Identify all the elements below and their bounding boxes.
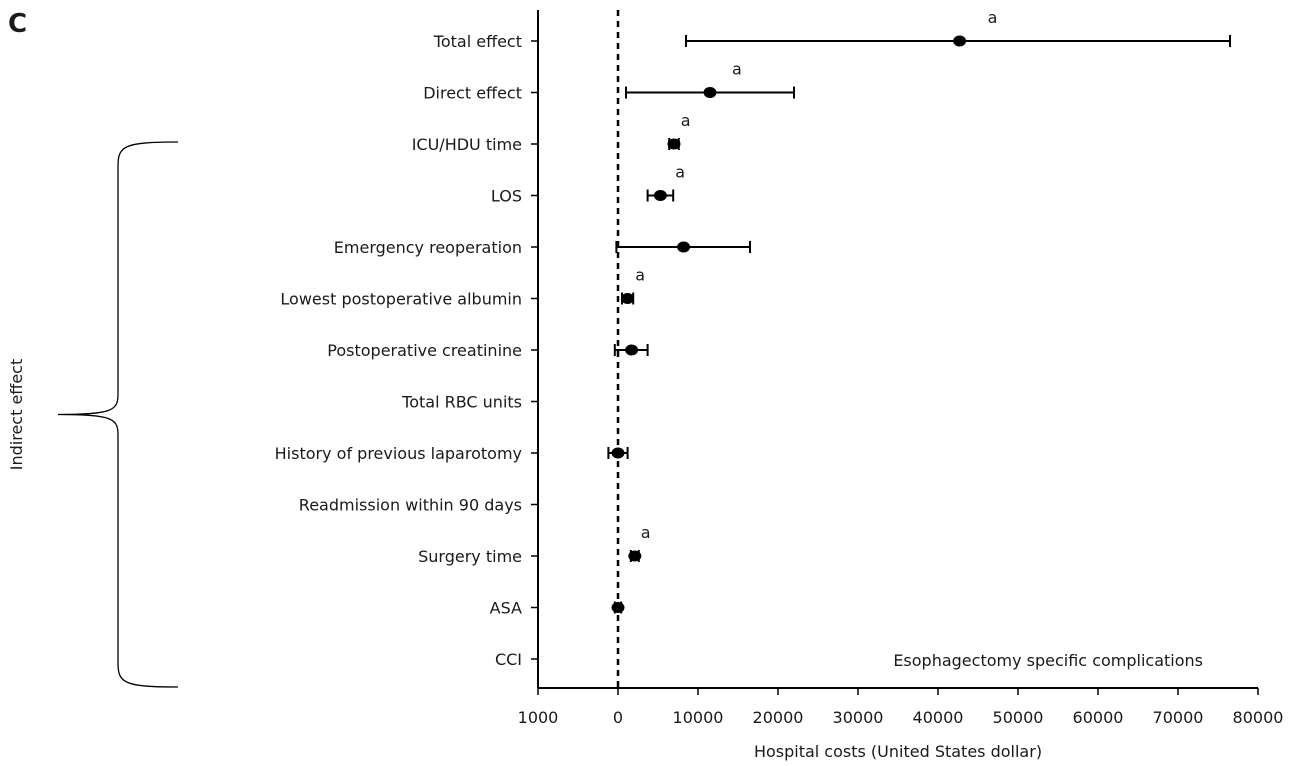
x-tick-label: 30000 (833, 708, 884, 727)
category-label: Surgery time (418, 547, 522, 566)
significance-mark: a (635, 266, 645, 285)
point-estimate (628, 550, 642, 562)
x-tick-label: 1000 (518, 708, 559, 727)
category-label: CCI (495, 650, 522, 669)
category-label: LOS (491, 187, 522, 206)
x-axis-tick-labels: 1000 0 10000 20000 30000 40000 50000 60000 70000… (518, 708, 1284, 727)
significance-mark: a (675, 163, 685, 182)
point-estimate (625, 344, 639, 356)
category-label: Total RBC units (401, 393, 522, 412)
y-axis-ticks (531, 40, 538, 660)
chart-annotation: Esophagectomy specific complications (893, 651, 1203, 670)
point-estimate (667, 138, 681, 150)
point-estimate (653, 190, 667, 201)
category-label: Total effect (433, 32, 522, 51)
category-label: Direct effect (423, 84, 522, 103)
point-estimate (953, 35, 967, 47)
significance-mark: a (641, 523, 651, 542)
category-label: Postoperative creatinine (327, 341, 522, 360)
x-axis-ticks (537, 688, 1259, 695)
x-tick-label: 20000 (753, 708, 804, 727)
effect-estimates (607, 35, 1231, 614)
point-estimate (621, 293, 635, 304)
point-estimate (703, 87, 717, 98)
category-label: Emergency reoperation (334, 238, 522, 257)
category-label: ICU/HDU time (412, 135, 522, 154)
x-tick-label: 10000 (673, 708, 724, 727)
point-estimate (677, 241, 691, 253)
significance-mark: a (681, 111, 691, 130)
category-label: Lowest postoperative albumin (280, 290, 522, 309)
x-tick-label: 50000 (993, 708, 1044, 727)
significance-mark: a (732, 60, 742, 79)
category-labels: Total effect Direct effect ICU/HDU time LOS… (275, 32, 522, 669)
significance-marks: a a a a a a (635, 8, 997, 542)
indirect-effect-label: Indirect effect (7, 359, 26, 470)
panel-label: C (8, 9, 27, 39)
category-label: ASA (490, 599, 522, 618)
significance-mark: a (988, 8, 998, 27)
x-tick-label: 40000 (913, 708, 964, 727)
x-tick-label: 60000 (1073, 708, 1124, 727)
indirect-effect-brace (57, 141, 179, 688)
point-estimate (611, 602, 625, 613)
x-axis-title: Hospital costs (United States dollar) (754, 742, 1042, 761)
point-estimate (611, 447, 625, 459)
category-label: History of previous laparotomy (275, 444, 522, 463)
category-label: Readmission within 90 days (299, 496, 522, 515)
x-tick-label: 70000 (1153, 708, 1204, 727)
x-tick-label: 80000 (1233, 708, 1284, 727)
x-tick-label: 0 (613, 708, 623, 727)
